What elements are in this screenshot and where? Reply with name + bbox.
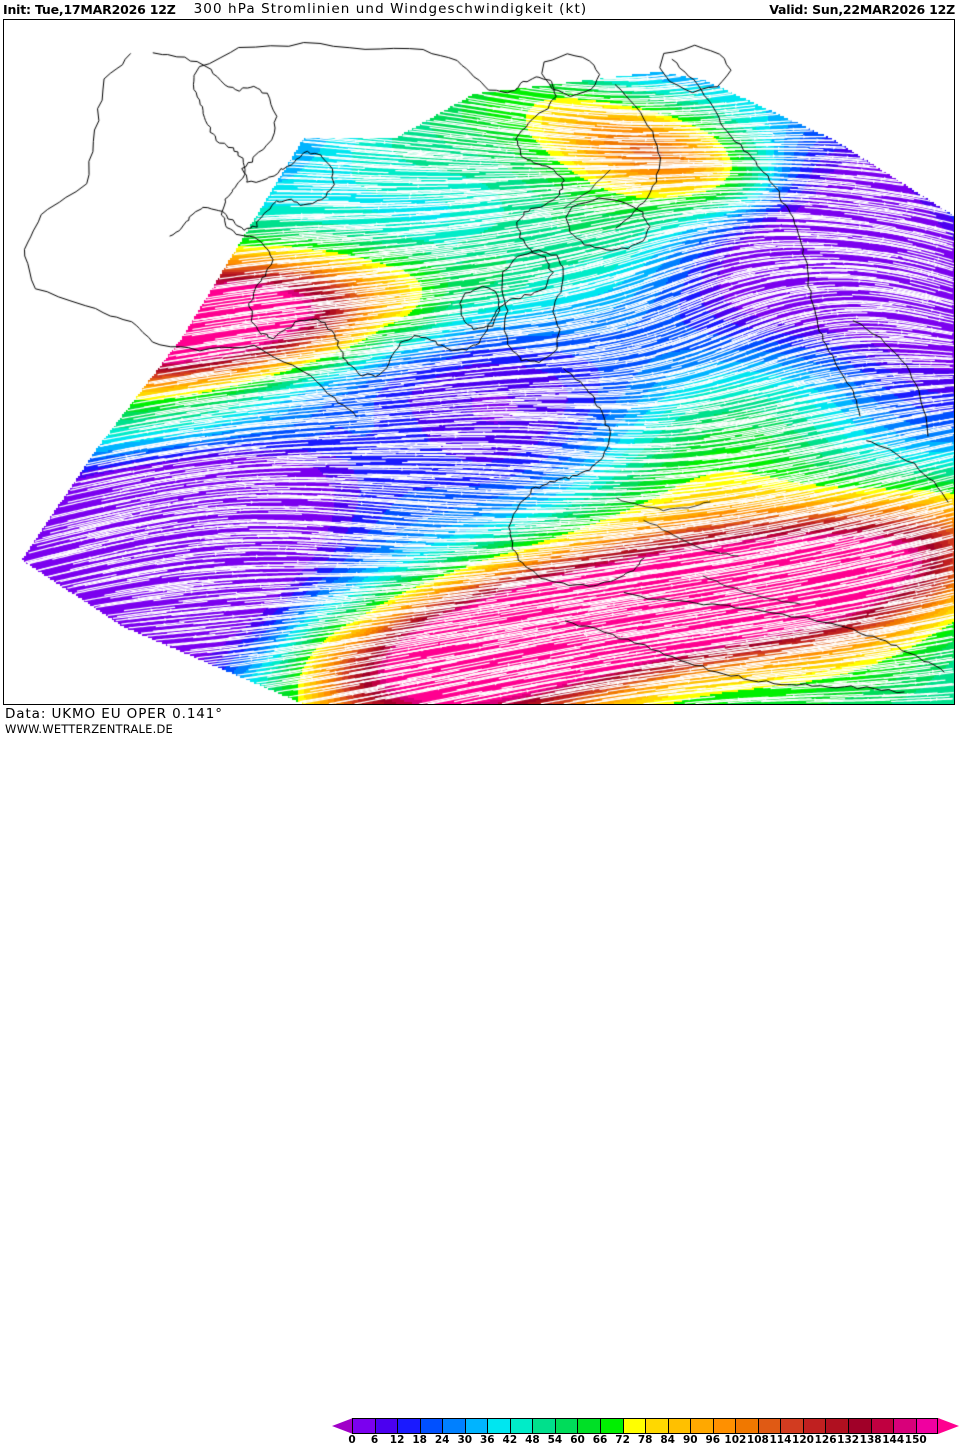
colorbar-tick: 102 xyxy=(724,1434,747,1446)
colorbar-tick: 0 xyxy=(348,1434,356,1446)
colorbar-cell xyxy=(532,1418,555,1434)
colorbar-tick: 30 xyxy=(457,1434,473,1446)
chart-header: Init: Tue,17MAR2026 12Z 300 hPa Stromlin… xyxy=(0,0,959,18)
colorbar-cell xyxy=(622,1418,646,1434)
colorbar-cell xyxy=(554,1418,578,1434)
colorbar-cell xyxy=(712,1418,736,1434)
map-frame xyxy=(3,19,955,705)
triangle-right-icon xyxy=(938,1418,959,1434)
colorbar-cell xyxy=(464,1418,488,1434)
colorbar-cell xyxy=(870,1418,894,1434)
colorbar-cell xyxy=(690,1418,713,1434)
colorbar-tick: 114 xyxy=(769,1434,792,1446)
chart-footer: Data: UKMO EU OPER 0.141° WWW.WETTERZENT… xyxy=(0,706,959,1446)
colorbar-tick: 78 xyxy=(637,1434,653,1446)
colorbar-cell xyxy=(397,1418,420,1434)
colorbar-tick: 150 xyxy=(904,1434,927,1446)
colorbar-cell xyxy=(667,1418,691,1434)
colorbar-tick: 84 xyxy=(660,1434,675,1446)
colorbar-tick: 12 xyxy=(389,1434,405,1446)
page-title: 300 hPa Stromlinien und Windgeschwindigk… xyxy=(193,1,588,17)
colorbar-tick: 132 xyxy=(837,1434,860,1446)
colorbar-cell xyxy=(352,1418,375,1434)
colorbar-cell xyxy=(442,1418,465,1434)
colorbar-cell xyxy=(735,1418,758,1434)
data-source-label: Data: UKMO EU OPER 0.141° xyxy=(5,706,223,722)
colorbar-cell xyxy=(825,1418,849,1434)
colorbar-tick: 138 xyxy=(859,1434,882,1446)
colorbar-cell xyxy=(419,1418,443,1434)
colorbar-tick: 48 xyxy=(525,1434,540,1446)
colorbar-cell xyxy=(645,1418,668,1434)
footer-text-block: Data: UKMO EU OPER 0.141° WWW.WETTERZENT… xyxy=(5,706,223,737)
colorbar-tick: 54 xyxy=(547,1434,563,1446)
colorbar-tick: 72 xyxy=(615,1434,630,1446)
triangle-left-icon xyxy=(332,1418,353,1434)
colorbar-tick: 36 xyxy=(479,1434,495,1446)
colorbar-cell xyxy=(780,1418,803,1434)
colorbar-tick: 126 xyxy=(814,1434,837,1446)
website-label: WWW.WETTERZENTRALE.DE xyxy=(5,722,174,736)
colorbar-swatches xyxy=(352,1418,939,1434)
colorbar-cell xyxy=(374,1418,398,1434)
colorbar-tick-labels: 0 6 12 18 24 30 36 42 48 54 60 66 72 78 84 90 96 102 108 11… xyxy=(348,1434,938,1447)
colorbar-tick: 66 xyxy=(592,1434,608,1446)
colorbar-tick: 24 xyxy=(434,1434,450,1446)
colorbar-cell xyxy=(848,1418,871,1434)
colorbar-tick: 42 xyxy=(502,1434,518,1446)
colorbar-cell xyxy=(577,1418,601,1434)
wind-speed-colorbar: 0 6 12 18 24 30 36 42 48 54 60 66 72 78 84 90 96 102 108 11… xyxy=(332,1417,959,1447)
colorbar-cell xyxy=(893,1418,916,1434)
streamline-wind-speed-map xyxy=(4,20,954,704)
colorbar-cell xyxy=(757,1418,781,1434)
colorbar-tick: 108 xyxy=(746,1434,769,1446)
colorbar-tick: 96 xyxy=(705,1434,721,1446)
colorbar-cell xyxy=(487,1418,510,1434)
colorbar-cell xyxy=(509,1418,533,1434)
colorbar-tick: 90 xyxy=(682,1434,698,1446)
colorbar-tick: 18 xyxy=(412,1434,427,1446)
colorbar-cell xyxy=(802,1418,826,1434)
valid-time-label: Valid: Sun,22MAR2026 12Z xyxy=(769,2,955,17)
colorbar-cell xyxy=(915,1418,939,1434)
colorbar-tick: 60 xyxy=(570,1434,585,1446)
colorbar-tick: 120 xyxy=(792,1434,814,1446)
colorbar-tick: 144 xyxy=(882,1434,905,1446)
colorbar-tick: 6 xyxy=(370,1434,379,1446)
colorbar-cell xyxy=(600,1418,623,1434)
init-time-label: Init: Tue,17MAR2026 12Z xyxy=(3,1,176,17)
